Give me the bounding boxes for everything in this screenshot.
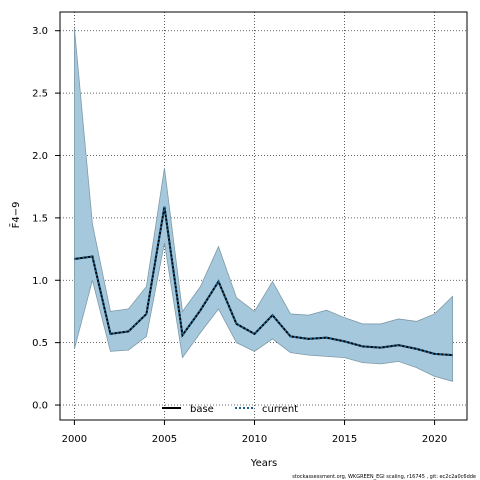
y-tick-label: 1.0 bbox=[32, 276, 48, 287]
y-tick-label: 0.0 bbox=[32, 401, 48, 412]
confidence-band-layer bbox=[74, 28, 453, 382]
y-tick-label: 1.5 bbox=[32, 213, 48, 224]
x-tick-label: 2000 bbox=[62, 434, 87, 445]
confidence-band bbox=[74, 28, 453, 382]
legend-label-current: current bbox=[262, 404, 298, 415]
plot-frame bbox=[59, 11, 468, 421]
series-line-current bbox=[74, 206, 453, 357]
legend-label-base: base bbox=[190, 404, 214, 415]
y-tick-label: 0.5 bbox=[32, 338, 48, 349]
x-axis-label: Years bbox=[250, 458, 277, 469]
y-tick-label: 2.0 bbox=[32, 151, 48, 162]
y-axis: 0.0 0.5 1.0 1.5 2.0 2.5 3.0 bbox=[32, 26, 60, 412]
y-axis-label: F̄4−9 bbox=[9, 202, 22, 229]
x-tick-label: 2010 bbox=[242, 434, 267, 445]
x-axis: 2000 2005 2010 2015 2020 bbox=[62, 420, 447, 445]
y-tick-label: 2.5 bbox=[32, 89, 48, 100]
footnote: stockassessment.org, WKGREEN_EGI scaling… bbox=[292, 474, 476, 480]
x-tick-label: 2005 bbox=[152, 434, 177, 445]
x-tick-label: 2020 bbox=[422, 434, 447, 445]
legend: base current bbox=[162, 404, 298, 415]
x-tick-label: 2015 bbox=[332, 434, 357, 445]
series-layer bbox=[74, 206, 453, 357]
y-tick-label: 3.0 bbox=[32, 26, 48, 37]
